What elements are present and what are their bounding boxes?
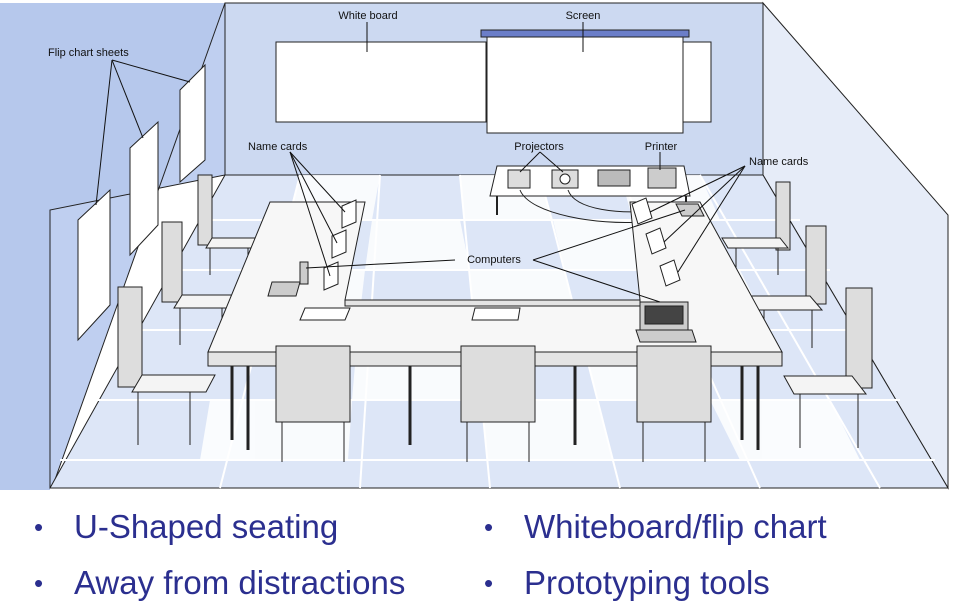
laptop: [267, 261, 309, 297]
flip-chart-sheet: [77, 188, 111, 342]
projectors-label: Projectors: [514, 141, 564, 153]
name-cards-left-label: Name cards: [248, 141, 308, 153]
chair: [275, 345, 351, 462]
projector-table: [489, 165, 691, 197]
bullet-text: Whiteboard/flip chart: [524, 508, 827, 545]
paper: [299, 307, 351, 321]
bullet-text: Away from distractions: [74, 564, 406, 601]
chair: [749, 225, 827, 348]
laptop: [635, 301, 697, 343]
paper: [471, 307, 521, 321]
screen-roller: [480, 29, 690, 38]
chair: [636, 345, 712, 462]
left-wall: [0, 3, 225, 490]
printer: [647, 167, 677, 189]
chair: [460, 345, 536, 462]
screen: [486, 36, 684, 134]
device: [597, 169, 631, 187]
chair: [783, 287, 873, 448]
white-board-label: White board: [338, 10, 397, 22]
screen-label: Screen: [566, 10, 601, 22]
chair: [721, 181, 791, 275]
bullet-dot: •: [34, 512, 44, 542]
flip-chart-sheet: [129, 120, 159, 257]
bullet-text: U-Shaped seating: [74, 508, 339, 545]
white-board: [275, 41, 487, 123]
bullet-text: Prototyping tools: [524, 564, 770, 601]
flip-chart-sheets-label: Flip chart sheets: [48, 47, 129, 59]
bullet-dot: •: [484, 568, 494, 598]
label-lines: [95, 22, 746, 303]
chair: [117, 286, 216, 445]
meeting-room-diagram: White board Screen Flip chart sheets Nam…: [0, 1, 949, 490]
bullet-dot: •: [34, 568, 44, 598]
bullet-dot: •: [484, 512, 494, 542]
bullet-list: • U-Shaped seating • Away from distracti…: [0, 500, 968, 612]
flip-chart-sheet: [179, 63, 206, 184]
projector: [507, 169, 531, 189]
name-cards-right-label: Name cards: [749, 156, 809, 168]
printer-label: Printer: [645, 141, 678, 153]
computers-label: Computers: [467, 254, 521, 266]
